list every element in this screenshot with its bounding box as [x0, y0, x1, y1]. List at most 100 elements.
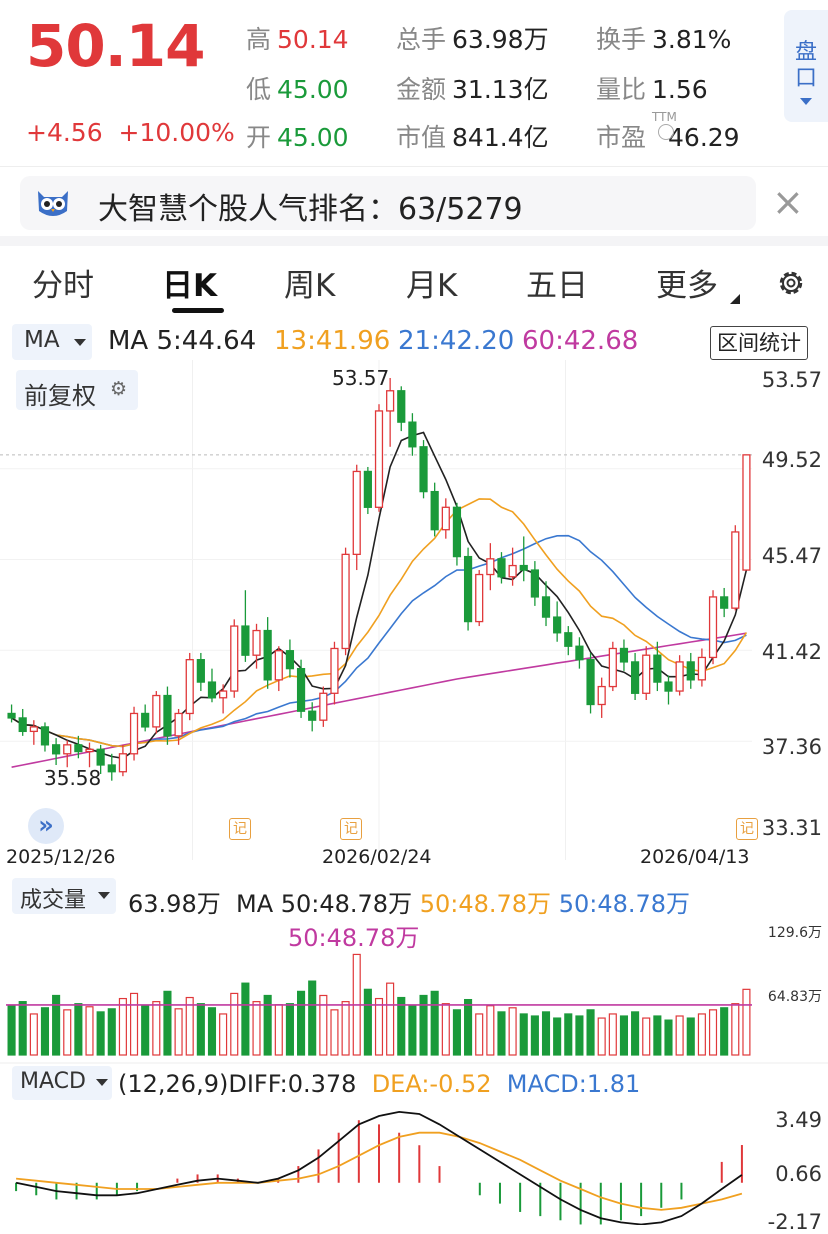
- volume-bar: [7, 1005, 16, 1056]
- range-stats-button[interactable]: 区间统计: [710, 326, 808, 360]
- macd-selector[interactable]: MACD: [12, 1066, 112, 1100]
- close-icon[interactable]: ×: [772, 180, 804, 224]
- volume-bar: [553, 1017, 562, 1056]
- candle-down: [463, 555, 473, 623]
- volume-bar: [285, 1003, 294, 1056]
- expand-button[interactable]: »: [28, 808, 64, 844]
- tab-fenshi[interactable]: 分时: [32, 268, 94, 304]
- candle-down: [241, 625, 250, 656]
- volume-selector[interactable]: 成交量: [12, 878, 116, 914]
- candle-down: [163, 694, 172, 737]
- tab-more[interactable]: 更多: [656, 268, 718, 304]
- active-tab-indicator: [172, 308, 224, 313]
- quote-stat-value: 46.29: [668, 123, 740, 152]
- volume-bar: [441, 1003, 450, 1056]
- dea-line: [16, 1131, 743, 1211]
- candle-down: [653, 654, 662, 683]
- popularity-banner[interactable]: 大智慧个股人气排名：63/5279: [20, 176, 756, 230]
- volume-bar: [642, 1017, 651, 1056]
- ma5-value: MA 5:44.64: [108, 326, 257, 356]
- volume-bar: [297, 990, 306, 1056]
- tab-daily-k[interactable]: 日K: [162, 268, 218, 304]
- note-marker[interactable]: 记: [340, 818, 362, 840]
- volume-bar: [541, 1011, 551, 1056]
- volume-bar: [653, 1015, 662, 1056]
- candle-down: [686, 661, 695, 681]
- settings-gear-icon[interactable]: [776, 268, 806, 298]
- volume-bar: [374, 997, 384, 1056]
- price-axis-label: 49.52: [761, 448, 822, 472]
- macd-axis-label: 3.49: [775, 1108, 822, 1132]
- candle-down: [141, 712, 150, 728]
- kline-chart-area[interactable]: [0, 360, 828, 1225]
- volume-bar: [141, 1005, 150, 1056]
- candle-down: [586, 659, 595, 706]
- candle-up: [252, 629, 261, 656]
- volume-bar: [731, 1003, 740, 1056]
- period-tabs: 分时 日K 周K 月K 五日 更多: [0, 246, 828, 314]
- note-marker[interactable]: 记: [736, 818, 758, 840]
- adjust-selector[interactable]: 前复权 ⚙: [16, 370, 138, 410]
- date-label-start: 2025/12/26: [6, 846, 116, 868]
- volume-bar: [29, 1013, 38, 1056]
- candle-up: [174, 712, 183, 737]
- date-label-end: 2026/04/13: [640, 846, 750, 868]
- volume-bar: [486, 1005, 495, 1056]
- note-marker[interactable]: 记: [229, 818, 251, 840]
- price-axis-label: 33.31: [761, 816, 822, 840]
- candle-up: [742, 454, 751, 571]
- quote-stat: 开 45.00: [246, 118, 349, 154]
- volume-bar: [397, 996, 406, 1056]
- volume-legend: 63.98万 MA 50:48.78万 50:48.78万 50:48.78万: [128, 884, 690, 919]
- volume-ma50-b: 50:48.78万: [419, 890, 552, 918]
- volume-bar: [363, 988, 372, 1056]
- candle-down: [308, 710, 317, 721]
- candle-down: [52, 744, 61, 755]
- caret-down-icon: [800, 98, 812, 105]
- candle-up: [441, 506, 450, 531]
- candle-down: [564, 632, 573, 647]
- quote-stat-label: 高: [246, 25, 272, 54]
- volume-ma50-a: MA 50:48.78万: [235, 890, 413, 918]
- volume-bar: [530, 1015, 539, 1056]
- candle-down: [363, 470, 372, 508]
- volume-bar: [452, 1009, 461, 1056]
- candle-up: [675, 661, 684, 692]
- pankou-button[interactable]: 盘口: [784, 10, 828, 122]
- price-axis-label: 41.42: [761, 640, 822, 664]
- price-axis-label: 53.57: [761, 368, 822, 392]
- volume-bar: [475, 1013, 484, 1056]
- last-price: 50.14: [26, 12, 205, 80]
- volume-bar: [330, 1009, 339, 1056]
- tab-weekly-k[interactable]: 周K: [284, 268, 336, 304]
- ttm-tag: TTM: [652, 110, 677, 124]
- volume-bar: [174, 1008, 183, 1056]
- candle-down: [497, 558, 506, 578]
- quote-stat-value: 3.81%: [652, 25, 732, 54]
- volume-bar: [708, 1009, 718, 1056]
- tab-monthly-k[interactable]: 月K: [406, 268, 458, 304]
- candle-down: [207, 681, 217, 699]
- macd-axis-label: 0.66: [775, 1162, 822, 1186]
- volume-bar: [129, 992, 139, 1056]
- tab-five-day[interactable]: 五日: [526, 268, 588, 304]
- volume-bar: [63, 1009, 72, 1056]
- candle-down: [430, 490, 439, 531]
- diff-line: [15, 1110, 743, 1225]
- volume-bar: [597, 1017, 606, 1056]
- ma-selector[interactable]: MA: [12, 324, 92, 360]
- candle-up: [129, 712, 139, 755]
- volume-axis-label: 129.6万: [767, 925, 822, 941]
- quote-stat-value: 31.13亿: [452, 75, 549, 104]
- volume-bar: [319, 994, 328, 1056]
- quote-stat-value: 1.56: [652, 75, 708, 104]
- candle-down: [630, 661, 640, 694]
- volume-bar: [720, 1007, 729, 1056]
- candle-down: [263, 629, 272, 681]
- candle-up: [642, 654, 651, 694]
- volume-bar: [196, 1003, 205, 1056]
- volume-bar: [408, 1005, 417, 1056]
- volume-ma50-c: 50:48.78万: [558, 890, 691, 918]
- quote-stat: 换手 3.81%: [596, 20, 731, 56]
- candle-up: [63, 744, 72, 755]
